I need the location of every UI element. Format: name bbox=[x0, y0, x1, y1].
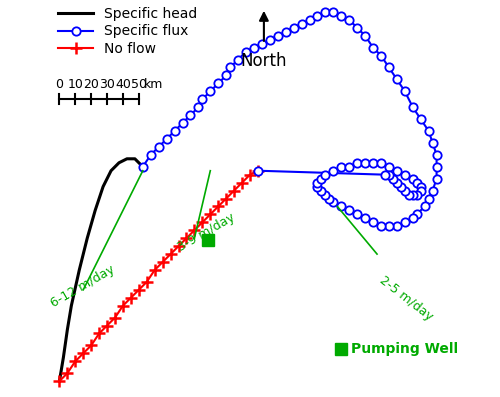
Text: 20: 20 bbox=[84, 78, 99, 91]
Legend: Specific head, Specific flux, No flow: Specific head, Specific flux, No flow bbox=[58, 7, 198, 56]
Text: Pumping Well: Pumping Well bbox=[351, 342, 459, 357]
Text: North: North bbox=[240, 52, 287, 69]
Text: 40: 40 bbox=[115, 78, 131, 91]
Text: 0: 0 bbox=[56, 78, 64, 91]
Text: 3-9 m/day: 3-9 m/day bbox=[176, 211, 237, 254]
Text: 2-5 m/day: 2-5 m/day bbox=[377, 274, 436, 324]
Text: 6-12 m/day: 6-12 m/day bbox=[49, 262, 117, 310]
Text: km: km bbox=[144, 78, 163, 91]
Text: 10: 10 bbox=[68, 78, 84, 91]
Text: 50: 50 bbox=[131, 78, 147, 91]
Text: 30: 30 bbox=[99, 78, 115, 91]
